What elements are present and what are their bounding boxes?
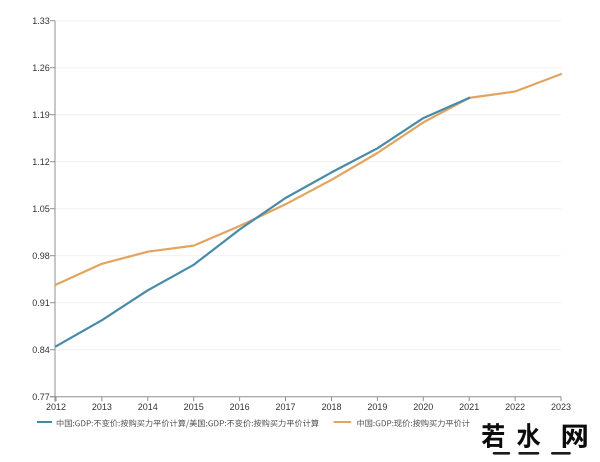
svg-text:2020: 2020 [413,402,433,412]
svg-text:0.91: 0.91 [32,298,50,308]
svg-text:2014: 2014 [138,402,158,412]
svg-text:1.12: 1.12 [32,157,50,167]
svg-text:2016: 2016 [230,402,250,412]
svg-text:2013: 2013 [92,402,112,412]
svg-text:1.05: 1.05 [32,204,50,214]
svg-text:2022: 2022 [505,402,525,412]
svg-text:1.26: 1.26 [32,63,50,73]
svg-text:1.33: 1.33 [32,16,50,26]
svg-text:2012: 2012 [46,402,66,412]
svg-text:2023: 2023 [551,402,571,412]
svg-text:2021: 2021 [459,402,479,412]
svg-text:0.77: 0.77 [32,392,50,402]
svg-text:2015: 2015 [184,402,204,412]
svg-text:1.19: 1.19 [32,110,50,120]
svg-text:2019: 2019 [367,402,387,412]
svg-text:0.84: 0.84 [32,345,50,355]
svg-text:2018: 2018 [321,402,341,412]
svg-text:0.98: 0.98 [32,251,50,261]
svg-text:2017: 2017 [275,402,295,412]
